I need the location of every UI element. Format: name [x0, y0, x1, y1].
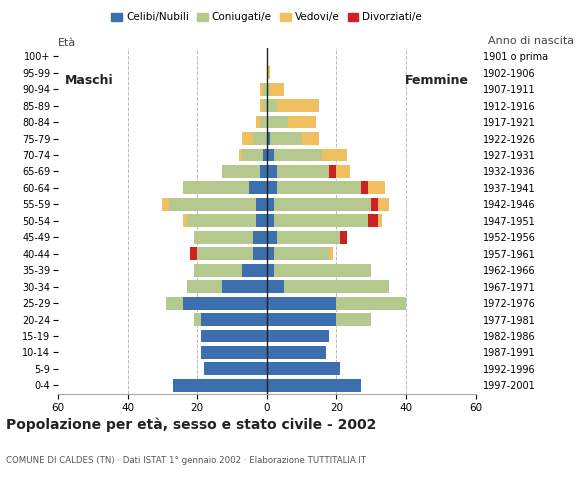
- Bar: [187, 215, 256, 227]
- Bar: [329, 247, 333, 260]
- Bar: [204, 362, 267, 375]
- Bar: [267, 313, 336, 326]
- Text: Femmine: Femmine: [405, 74, 469, 87]
- Bar: [267, 231, 277, 244]
- Bar: [194, 313, 201, 326]
- Bar: [169, 198, 256, 211]
- Bar: [322, 148, 347, 161]
- Bar: [329, 165, 336, 178]
- Bar: [336, 165, 350, 178]
- Bar: [267, 83, 270, 96]
- Bar: [267, 346, 326, 359]
- Bar: [274, 215, 368, 227]
- Bar: [256, 215, 267, 227]
- Bar: [239, 148, 242, 161]
- Bar: [336, 313, 371, 326]
- Bar: [274, 264, 371, 276]
- Bar: [267, 181, 277, 194]
- Bar: [368, 215, 378, 227]
- Bar: [190, 247, 197, 260]
- Bar: [242, 132, 253, 145]
- Bar: [267, 247, 274, 260]
- Bar: [267, 330, 329, 342]
- Bar: [222, 280, 267, 293]
- Bar: [201, 346, 267, 359]
- Bar: [288, 116, 316, 129]
- Bar: [302, 132, 319, 145]
- Bar: [267, 99, 277, 112]
- Bar: [253, 132, 267, 145]
- Bar: [183, 297, 267, 310]
- Bar: [267, 264, 274, 276]
- Bar: [267, 215, 274, 227]
- Bar: [253, 231, 267, 244]
- Bar: [277, 165, 329, 178]
- Text: Anno di nascita: Anno di nascita: [488, 36, 574, 46]
- Bar: [277, 231, 340, 244]
- Bar: [267, 280, 284, 293]
- Bar: [277, 181, 361, 194]
- Bar: [263, 83, 267, 96]
- Text: Età: Età: [58, 38, 76, 48]
- Bar: [274, 148, 322, 161]
- Bar: [260, 116, 267, 129]
- Bar: [336, 297, 406, 310]
- Bar: [267, 66, 270, 79]
- Bar: [162, 198, 169, 211]
- Bar: [256, 116, 260, 129]
- Bar: [183, 215, 187, 227]
- Bar: [242, 264, 267, 276]
- Bar: [267, 297, 336, 310]
- Bar: [284, 280, 389, 293]
- Bar: [368, 181, 385, 194]
- Bar: [253, 247, 267, 260]
- Bar: [267, 148, 274, 161]
- Legend: Celibi/Nubili, Coniugati/e, Vedovi/e, Divorziati/e: Celibi/Nubili, Coniugati/e, Vedovi/e, Di…: [107, 8, 426, 26]
- Bar: [201, 313, 267, 326]
- Bar: [274, 247, 329, 260]
- Text: Popolazione per età, sesso e stato civile - 2002: Popolazione per età, sesso e stato civil…: [6, 418, 376, 432]
- Bar: [378, 198, 389, 211]
- Bar: [260, 165, 267, 178]
- Bar: [242, 148, 263, 161]
- Bar: [249, 181, 267, 194]
- Bar: [267, 132, 270, 145]
- Bar: [263, 99, 267, 112]
- Bar: [260, 83, 263, 96]
- Bar: [183, 181, 249, 194]
- Bar: [267, 165, 277, 178]
- Bar: [267, 362, 340, 375]
- Bar: [277, 99, 319, 112]
- Bar: [256, 198, 267, 211]
- Bar: [260, 99, 263, 112]
- Bar: [340, 231, 347, 244]
- Bar: [166, 297, 183, 310]
- Bar: [222, 165, 260, 178]
- Bar: [267, 379, 361, 392]
- Bar: [194, 264, 242, 276]
- Text: COMUNE DI CALDES (TN) · Dati ISTAT 1° gennaio 2002 · Elaborazione TUTTITALIA.IT: COMUNE DI CALDES (TN) · Dati ISTAT 1° ge…: [6, 456, 366, 465]
- Text: Maschi: Maschi: [65, 74, 114, 87]
- Bar: [270, 83, 284, 96]
- Bar: [263, 148, 267, 161]
- Bar: [378, 215, 382, 227]
- Bar: [371, 198, 378, 211]
- Bar: [274, 198, 371, 211]
- Bar: [267, 198, 274, 211]
- Bar: [194, 231, 253, 244]
- Bar: [197, 247, 253, 260]
- Bar: [173, 379, 267, 392]
- Bar: [270, 132, 302, 145]
- Bar: [267, 116, 288, 129]
- Bar: [187, 280, 222, 293]
- Bar: [361, 181, 368, 194]
- Bar: [201, 330, 267, 342]
